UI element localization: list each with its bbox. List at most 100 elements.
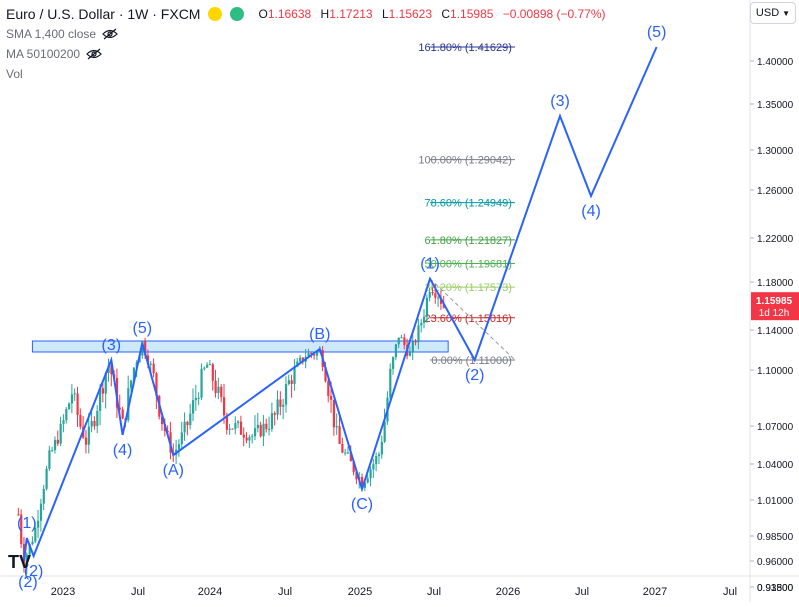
eye-hidden-icon[interactable] [86, 48, 102, 60]
candle-body [375, 456, 378, 465]
candle-body [225, 415, 229, 430]
candle-body [68, 403, 71, 410]
candle-body [256, 424, 259, 429]
candle-body [228, 428, 231, 430]
currency-selector[interactable]: USD ▼ [750, 2, 796, 24]
symbol-title[interactable]: Euro / U.S. Dollar · 1W · FXCM [6, 6, 201, 22]
candle-body [332, 399, 336, 428]
candle-body [296, 361, 299, 367]
candle-body [262, 423, 265, 437]
price-tick-label: 1.14000 [757, 326, 794, 337]
candle-body [352, 461, 355, 473]
candle-body [211, 364, 214, 381]
candle-body [220, 386, 223, 398]
price-tick-label: 1.30000 [757, 146, 794, 157]
countdown-label: 1d 12h [759, 308, 790, 319]
candle-body [99, 388, 102, 411]
market-status-dot-icon[interactable] [230, 7, 245, 21]
elliott-wave-path [23, 46, 658, 562]
candle-body [51, 450, 54, 452]
candle-body [17, 514, 20, 516]
candle-body [110, 365, 113, 375]
candle-body [149, 363, 152, 365]
candle-body [389, 368, 392, 398]
candle-body [324, 366, 327, 382]
candle-body [34, 527, 37, 542]
fib-level-label: 161.80% (1.41629) [418, 42, 512, 54]
price-tick-label: 1.22000 [757, 234, 794, 245]
ohlc-low-key: L [381, 7, 389, 21]
candle-body [268, 428, 271, 430]
last-price-label: 1.15985 [756, 296, 793, 307]
ohlc-close-key: C [441, 7, 451, 21]
candle-body [301, 357, 305, 362]
candle-body [366, 478, 369, 483]
candle-body [177, 444, 181, 450]
wave-label: (B) [309, 326, 330, 343]
candle-body [31, 541, 34, 545]
resistance-zone [31, 340, 449, 353]
ohlc-close-value: 1.15985 [450, 7, 494, 21]
price-tick-label: 1.35000 [757, 100, 794, 111]
indicator-ma-row[interactable]: MA 50100200 [6, 44, 606, 64]
candle-body [42, 488, 45, 504]
candle-body [25, 554, 28, 567]
candle-body [90, 420, 93, 427]
candle-body [65, 409, 68, 421]
candle-body [327, 381, 330, 397]
indicator-vol-row[interactable]: Vol [6, 64, 606, 84]
wave-label: (3) [102, 337, 122, 354]
chart-legend: Euro / U.S. Dollar · 1W · FXCM O1.16638 … [6, 4, 606, 84]
price-tick-label: 1.07000 [757, 422, 794, 433]
candle-body [45, 468, 48, 489]
candle-body [251, 436, 254, 438]
candle-body [93, 420, 96, 427]
price-tick-label: 1.18000 [757, 278, 794, 289]
candle-body [84, 437, 88, 445]
candle-body [73, 393, 76, 395]
candle-body [189, 413, 192, 426]
wave-label: (4) [581, 203, 601, 220]
price-tick-label: 0.93800 [757, 583, 794, 594]
candle-body [155, 373, 158, 396]
candle-body [191, 400, 195, 414]
candle-body [28, 544, 31, 555]
flag-dot-icon[interactable] [208, 7, 223, 21]
fib-level-label: 61.80% (1.21827) [425, 235, 512, 247]
candle-body [383, 421, 386, 442]
candle-body [248, 437, 251, 441]
price-tick-label: 0.98500 [757, 532, 794, 543]
candle-body [118, 407, 121, 410]
candle-body [39, 503, 43, 521]
fib-level-label: 100.00% (1.29042) [418, 155, 512, 167]
tradingview-logo-icon: TV [8, 552, 31, 572]
wave-label: (4) [113, 442, 133, 459]
wave-label: (5) [647, 24, 667, 41]
candle-body [87, 426, 90, 445]
candle-body [299, 357, 302, 362]
chevron-down-icon: ▼ [782, 8, 791, 18]
candle-body [237, 421, 240, 424]
price-tick-label: 1.10000 [757, 366, 794, 377]
candle-body [338, 426, 341, 444]
time-tick-label: 2027 [643, 586, 667, 598]
candle-body [96, 410, 99, 427]
time-tick-label: Jul [427, 586, 441, 598]
candle-body [282, 404, 285, 407]
time-tick-label: Jul [723, 586, 737, 598]
candle-body [276, 399, 279, 415]
eye-hidden-icon[interactable] [102, 28, 118, 40]
candle-body [76, 393, 79, 415]
indicator-sma-row[interactable]: SMA 1,400 close [6, 24, 606, 44]
candle-body [104, 372, 107, 394]
candle-body [425, 297, 429, 317]
indicator-sma-label: SMA 1,400 close [6, 27, 97, 41]
indicator-ma-label: MA 50100200 [6, 47, 81, 61]
candle-body [270, 413, 274, 429]
candle-body [411, 341, 414, 353]
symbol-row: Euro / U.S. Dollar · 1W · FXCM O1.16638 … [6, 4, 606, 24]
fib-trend-line [429, 278, 516, 361]
ohlc-open-key: O [258, 7, 268, 21]
